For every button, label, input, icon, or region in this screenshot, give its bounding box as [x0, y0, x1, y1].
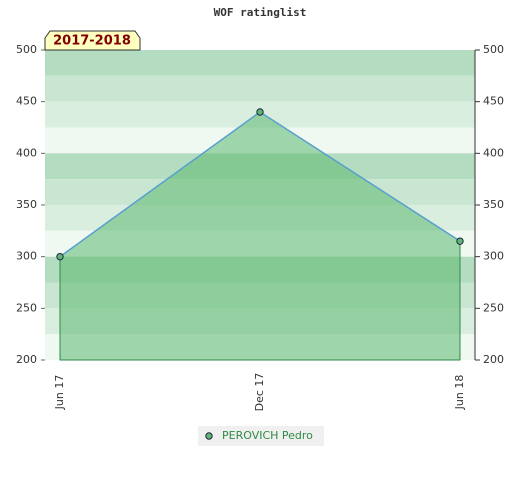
- chart-title: WOF ratinglist: [214, 6, 307, 19]
- y-tick-label: 500: [16, 43, 37, 56]
- y-tick-label: 300: [16, 250, 37, 263]
- y2-tick-label: 200: [483, 353, 504, 366]
- y-tick-label: 250: [16, 301, 37, 314]
- y2-tick-label: 500: [483, 43, 504, 56]
- y-tick-label: 350: [16, 198, 37, 211]
- y2-tick-label: 350: [483, 198, 504, 211]
- x-tick-label: Jun 18: [453, 375, 466, 411]
- legend-label: PEROVICH Pedro: [222, 429, 313, 442]
- background-band: [45, 50, 475, 76]
- y2-tick-label: 450: [483, 95, 504, 108]
- y2-tick-label: 250: [483, 301, 504, 314]
- y-tick-label: 450: [16, 95, 37, 108]
- point-marker: [256, 108, 264, 116]
- point-marker: [56, 252, 64, 261]
- point-marker: [456, 237, 464, 245]
- legend-box: [198, 426, 324, 446]
- annotation-box: [44, 30, 141, 51]
- y2-tick-label: 400: [483, 146, 504, 159]
- y2-tick-label: 300: [483, 250, 504, 263]
- annotation: 2017-2018: [53, 34, 131, 49]
- y-tick-label: 400: [16, 146, 37, 159]
- x-tick-label: Dec 17: [253, 373, 266, 412]
- background-band: [45, 75, 475, 102]
- y-tick-label: 200: [16, 353, 37, 366]
- x-tick-label: Jun 17: [53, 375, 66, 411]
- legend-marker: [205, 432, 213, 440]
